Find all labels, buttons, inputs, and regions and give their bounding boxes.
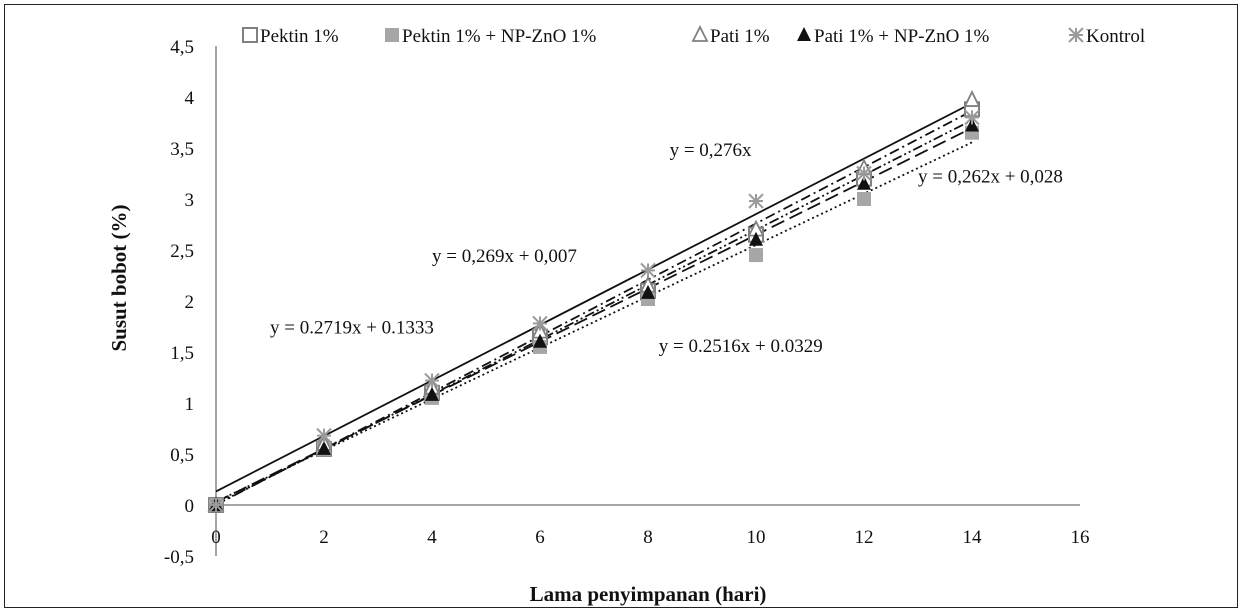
legend-label: Kontrol <box>1086 26 1145 47</box>
data-point <box>424 372 440 389</box>
data-point <box>533 333 547 348</box>
y-axis-title: Susut bobot (%) <box>107 204 131 351</box>
data-point <box>964 109 980 126</box>
data-point <box>641 284 655 299</box>
data-point <box>640 262 656 279</box>
data-point <box>316 427 332 444</box>
y-tick-label: 2,5 <box>170 241 194 262</box>
x-tick-label: 0 <box>211 527 221 548</box>
y-tick-label: 3 <box>185 190 195 211</box>
trend-equation: y = 0.2516x + 0.0329 <box>659 336 823 357</box>
data-point <box>856 165 872 182</box>
data-point <box>857 192 871 206</box>
data-point <box>749 231 763 246</box>
legend: Pektin 1% Pektin 1% + NP-ZnO 1% Pati 1% Pat… <box>242 24 1145 47</box>
y-tick-label: 4,5 <box>170 37 194 58</box>
x-tick-label: 8 <box>643 527 653 548</box>
data-point <box>857 175 871 190</box>
equation-annotations: y = 0,276x y = 0,262x + 0,028 y = 0,269x +… <box>270 140 1063 357</box>
trendline <box>215 127 973 503</box>
legend-marker <box>1068 27 1084 43</box>
data-point <box>317 440 331 455</box>
axes: -0,5 0 0,5 1 1,5 2 2,5 3 3,5 4 4,5 0 2 4 6 8 10 12 14 16 <box>164 37 1090 568</box>
x-tick-label: 12 <box>855 527 874 548</box>
trend-equation: y = 0.2719x + 0.1333 <box>270 318 434 339</box>
data-point <box>425 386 439 401</box>
x-tick-label: 6 <box>535 527 545 548</box>
y-tick-label: 2 <box>185 292 195 313</box>
legend-label: Pektin 1% + NP-ZnO 1% <box>402 26 597 47</box>
y-tick-label: 4 <box>185 88 195 109</box>
data-point <box>965 117 979 132</box>
data-point <box>963 90 981 107</box>
legend-marker <box>385 28 399 42</box>
y-tick-label: 1 <box>185 394 195 415</box>
data-point <box>208 497 224 513</box>
trend-equation: y = 0,269x + 0,007 <box>432 246 577 267</box>
y-tick-label: 0 <box>185 496 195 517</box>
data-point <box>749 248 763 263</box>
legend-marker <box>797 27 811 41</box>
trendline <box>215 102 973 493</box>
trend-equation: y = 0,262x + 0,028 <box>918 167 1063 188</box>
y-tick-label: 1,5 <box>170 343 194 364</box>
x-tick-label: 14 <box>963 527 983 548</box>
x-tick-label: 10 <box>747 527 766 548</box>
x-axis-title: Lama penyimpanan (hari) <box>530 582 767 606</box>
x-tick-label: 4 <box>427 527 437 548</box>
legend-marker <box>242 27 258 43</box>
data-point <box>748 193 764 209</box>
legend-label: Pati 1% <box>710 26 770 47</box>
y-tick-label: 3,5 <box>170 139 194 160</box>
x-tick-label: 16 <box>1071 527 1090 548</box>
y-tick-label: 0,5 <box>170 445 194 466</box>
legend-label: Pektin 1% <box>260 26 339 47</box>
legend-marker <box>691 24 709 42</box>
trendlines <box>215 102 973 506</box>
y-tick-label: -0,5 <box>164 547 194 568</box>
x-tick-label: 2 <box>319 527 329 548</box>
legend-label: Pati 1% + NP-ZnO 1% <box>814 26 990 47</box>
data-points <box>207 90 981 513</box>
data-point <box>532 315 548 332</box>
trend-equation: y = 0,276x <box>670 140 752 161</box>
